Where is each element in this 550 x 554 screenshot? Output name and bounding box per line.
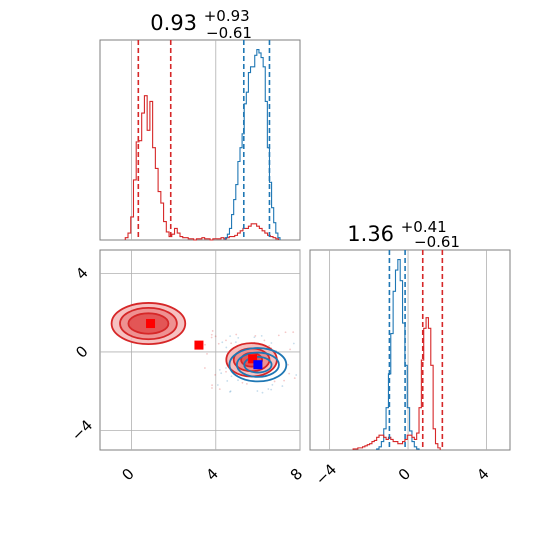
- sample-point: [206, 352, 208, 355]
- histogram-series-red: [352, 317, 441, 450]
- sample-point: [225, 367, 227, 369]
- x-tick-label: 0: [395, 465, 414, 484]
- sample-point: [230, 375, 233, 378]
- sample-point: [284, 331, 287, 334]
- panel-top-left-title-upper: +0.93: [204, 7, 250, 25]
- sample-point: [225, 346, 228, 349]
- sample-point: [237, 336, 240, 339]
- sample-point: [292, 331, 295, 334]
- sample-point: [283, 379, 285, 382]
- panel-bottom-right-title: 1.36 +0.41: [347, 218, 446, 246]
- sample-point: [214, 335, 217, 338]
- sample-point: [211, 330, 214, 332]
- sample-point: [293, 377, 296, 379]
- sample-point: [261, 391, 264, 394]
- panel-bottom-right-title-upper: +0.41: [401, 218, 447, 236]
- panel-bottom-right-frame: [309, 249, 511, 451]
- sample-point: [229, 335, 232, 338]
- y-tick-label: −4: [68, 416, 96, 444]
- histogram-series-blue: [376, 258, 420, 450]
- marker-red: [146, 319, 156, 329]
- sample-point: [271, 383, 274, 386]
- sample-point: [210, 336, 213, 339]
- y-tick-label: 0: [72, 342, 91, 361]
- sample-point: [229, 390, 232, 393]
- sample-point: [254, 335, 257, 337]
- histogram-series-red: [124, 95, 280, 241]
- contour-level-blue: [243, 355, 273, 374]
- x-tick-label: 8: [287, 465, 306, 484]
- sample-point: [221, 341, 224, 344]
- sample-point: [230, 342, 233, 345]
- x-tick-label: 4: [473, 465, 492, 484]
- y-tick-label: 4: [72, 264, 91, 283]
- sample-point: [273, 380, 276, 383]
- sample-point: [211, 387, 213, 389]
- contour-level-blue: [235, 351, 280, 378]
- sample-point: [277, 334, 280, 337]
- panel-top-left-histogram: 0.93 +0.93 −0.61: [99, 7, 301, 241]
- marker-red: [194, 340, 204, 350]
- sample-point: [289, 348, 291, 351]
- sample-point: [287, 363, 290, 366]
- panel-top-left-title: 0.93 +0.93: [150, 7, 249, 35]
- sample-point: [218, 368, 221, 371]
- sample-point: [245, 383, 248, 385]
- sample-point: [263, 339, 266, 342]
- x-tick-label: 4: [203, 465, 222, 484]
- sample-point: [253, 336, 256, 339]
- x-tick-label: 0: [118, 465, 137, 484]
- sample-point: [216, 384, 219, 386]
- panel-top-left-title-value: 0.93: [150, 11, 197, 35]
- sample-point: [292, 342, 295, 345]
- sample-point: [225, 370, 227, 373]
- sample-point: [217, 342, 220, 345]
- sample-point: [225, 339, 227, 342]
- marker-blue: [253, 360, 263, 370]
- sample-point: [220, 372, 223, 375]
- sample-point: [281, 385, 284, 387]
- contour-level-blue: [228, 347, 288, 383]
- sample-point: [270, 342, 273, 344]
- sample-point: [235, 333, 238, 336]
- sample-point: [203, 367, 206, 369]
- sample-point: [204, 343, 206, 346]
- sample-point: [214, 373, 217, 376]
- sample-point: [229, 391, 231, 393]
- sample-point: [237, 379, 239, 382]
- panel-bottom-right-title-value: 1.36: [347, 222, 394, 246]
- panel-bottom-right-histogram: 1.36 +0.41 −0.61 −4 0 4: [309, 218, 511, 489]
- sample-point: [256, 390, 259, 392]
- sample-point: [210, 333, 213, 336]
- marker-red: [248, 354, 258, 364]
- sample-point: [234, 341, 237, 344]
- panel-top-left-frame: [99, 39, 301, 241]
- sample-point: [241, 381, 244, 384]
- panel-bottom-right-title-lower: −0.61: [414, 233, 460, 251]
- sample-point: [270, 388, 273, 391]
- sample-point: [260, 334, 263, 337]
- panel-top-left-title-lower: −0.61: [206, 24, 252, 42]
- sample-point: [226, 380, 229, 382]
- sample-point: [295, 374, 298, 376]
- sample-point: [218, 388, 221, 391]
- histogram-series-blue: [224, 48, 281, 240]
- sample-point: [211, 384, 213, 387]
- sample-point: [268, 344, 271, 347]
- sample-point: [288, 372, 291, 375]
- x-tick-label: −4: [312, 460, 340, 488]
- sample-point: [267, 388, 270, 390]
- panel-bottom-left-contour: 0 4 8 −4 0 4: [68, 249, 306, 484]
